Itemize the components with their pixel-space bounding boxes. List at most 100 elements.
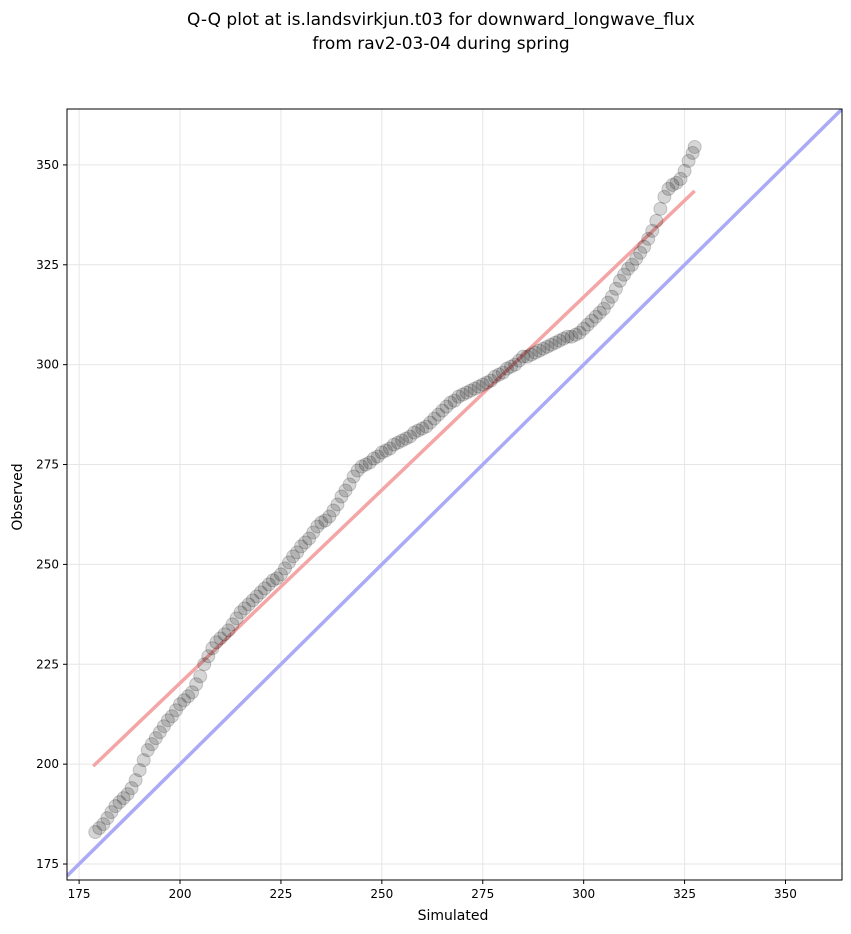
data-point — [104, 805, 119, 820]
x-tick-label: 175 — [68, 887, 91, 901]
data-point — [641, 231, 656, 246]
data-point — [665, 177, 680, 192]
data-point — [249, 589, 264, 604]
data-point — [508, 357, 523, 372]
data-point — [419, 419, 434, 434]
data-point — [374, 445, 389, 460]
data-point — [471, 379, 486, 394]
x-tick-label: 275 — [471, 887, 494, 901]
data-point — [185, 685, 200, 700]
data-point — [475, 377, 490, 392]
data-point — [124, 781, 139, 796]
data-point — [120, 787, 135, 802]
data-point — [439, 399, 454, 414]
data-point — [524, 347, 539, 362]
x-tick-label: 250 — [370, 887, 393, 901]
y-tick-label: 300 — [36, 358, 59, 372]
data-point — [536, 341, 551, 356]
data-point — [253, 585, 268, 600]
x-axis-label: Simulated — [418, 908, 489, 924]
data-point — [338, 483, 353, 498]
data-point — [544, 337, 559, 352]
data-point — [128, 773, 143, 788]
data-point — [487, 369, 502, 384]
data-point — [556, 331, 571, 346]
data-point — [286, 549, 301, 564]
data-point — [310, 519, 325, 534]
data-point — [245, 593, 260, 608]
data-point — [435, 403, 450, 418]
data-point — [148, 731, 163, 746]
data-point — [342, 477, 357, 492]
data-point — [431, 407, 446, 422]
data-point — [197, 657, 212, 672]
data-point — [685, 145, 700, 160]
data-point — [217, 627, 232, 642]
data-point — [193, 669, 208, 684]
data-point — [144, 737, 159, 752]
data-point — [443, 395, 458, 410]
data-point — [499, 361, 514, 376]
data-point — [520, 349, 535, 364]
data-point — [354, 459, 369, 474]
data-point — [653, 201, 668, 216]
data-point — [580, 317, 595, 332]
data-points — [88, 139, 702, 840]
data-point — [532, 343, 547, 358]
data-point — [370, 449, 385, 464]
data-point — [334, 489, 349, 504]
data-point — [407, 425, 422, 440]
data-point — [152, 725, 167, 740]
data-point — [382, 441, 397, 456]
data-point — [92, 821, 107, 836]
data-point — [540, 339, 555, 354]
data-point — [604, 289, 619, 304]
data-point — [596, 301, 611, 316]
data-point — [552, 333, 567, 348]
data-point — [229, 611, 244, 626]
y-tick-label: 275 — [36, 458, 59, 472]
data-point — [168, 703, 183, 718]
y-tick-label: 175 — [36, 857, 59, 871]
data-point — [564, 329, 579, 344]
data-point — [495, 365, 510, 380]
data-point — [395, 433, 410, 448]
data-point — [621, 261, 636, 276]
data-point — [213, 631, 228, 646]
data-point — [273, 567, 288, 582]
data-point — [241, 597, 256, 612]
data-point — [358, 457, 373, 472]
data-point — [625, 257, 640, 272]
data-point — [201, 649, 216, 664]
data-point — [350, 463, 365, 478]
data-point — [282, 555, 297, 570]
data-point — [455, 387, 470, 402]
data-point — [657, 189, 672, 204]
x-tick-label: 200 — [169, 887, 192, 901]
data-point — [189, 677, 204, 692]
data-point — [451, 389, 466, 404]
reference-lines — [67, 109, 842, 878]
x-tick-label: 325 — [673, 887, 696, 901]
data-point — [306, 525, 321, 540]
data-point — [330, 497, 345, 512]
data-point — [491, 367, 506, 382]
data-point — [294, 539, 309, 554]
data-point — [588, 309, 603, 324]
data-point — [528, 345, 543, 360]
y-axis-label: Observed — [10, 463, 26, 530]
data-point — [415, 421, 430, 436]
data-point — [173, 697, 188, 712]
chart-subtitle: from rav2-03-04 during spring — [312, 34, 569, 54]
data-point — [411, 423, 426, 438]
data-point — [378, 443, 393, 458]
data-point — [649, 213, 664, 228]
y-tick-label: 350 — [36, 158, 59, 172]
data-point — [140, 743, 155, 758]
data-point — [669, 175, 684, 190]
data-point — [516, 349, 531, 364]
y-tick-label: 200 — [36, 757, 59, 771]
data-point — [633, 245, 648, 260]
data-point — [608, 281, 623, 296]
